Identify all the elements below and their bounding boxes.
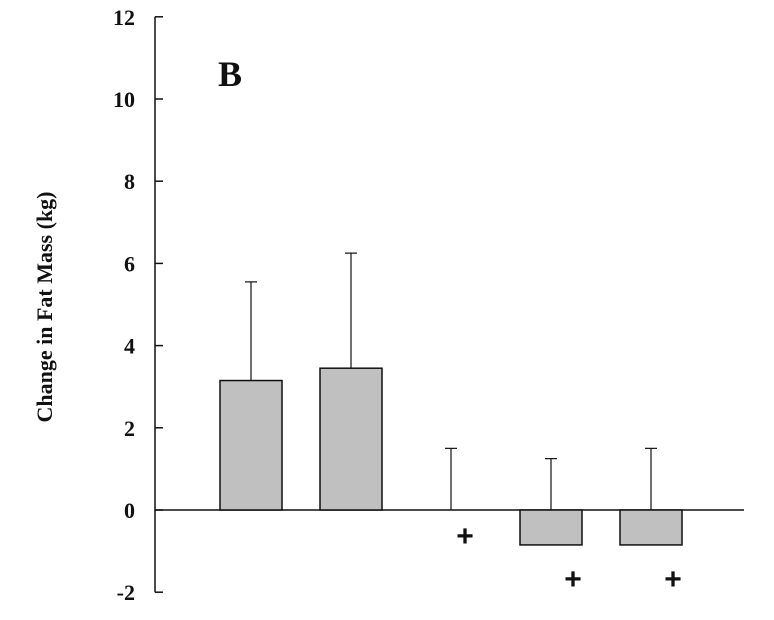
y-tick-label: -2 <box>117 580 135 605</box>
bar <box>619 509 683 546</box>
y-tick-label: 2 <box>124 416 135 441</box>
significance-marker: + <box>664 563 682 596</box>
y-tick-label: 10 <box>113 87 135 112</box>
y-tick-label: 6 <box>124 251 135 276</box>
significance-markers: + + + <box>456 520 682 596</box>
significance-marker: + <box>456 520 474 553</box>
panel-label: B <box>218 54 242 94</box>
error-bars <box>245 252 657 510</box>
bars <box>219 367 683 546</box>
bar <box>219 379 283 511</box>
y-tick-label: 0 <box>124 498 135 523</box>
significance-marker: + <box>564 563 582 596</box>
y-tick-label: 12 <box>113 5 135 30</box>
y-tick-label: 8 <box>124 169 135 194</box>
bar <box>519 509 583 546</box>
y-tick-label: 4 <box>124 334 135 359</box>
bar <box>319 367 383 511</box>
y-axis-title: Change in Fat Mass (kg) <box>32 191 57 422</box>
